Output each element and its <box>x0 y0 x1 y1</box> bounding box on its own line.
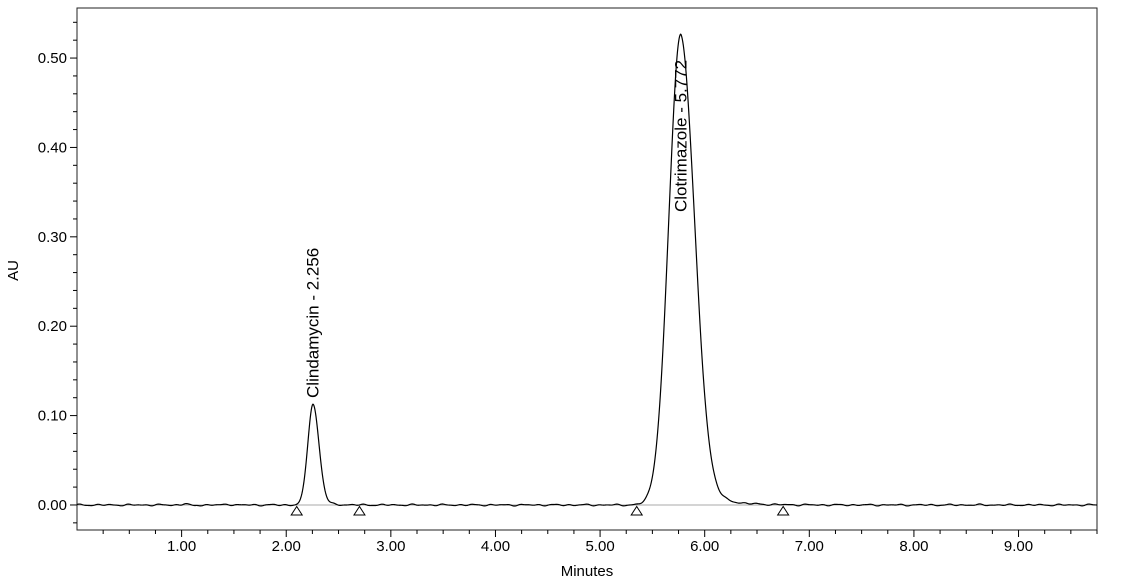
x-tick-label: 7.00 <box>795 538 824 555</box>
peak-label: Clindamycin - 2.256 <box>304 248 323 398</box>
integration-marker-icon <box>290 505 304 516</box>
x-tick-label: 4.00 <box>481 538 510 555</box>
x-tick-label: 9.00 <box>1004 538 1033 555</box>
y-tick-label: 0.20 <box>38 318 67 335</box>
y-tick-label: 0.10 <box>38 408 67 425</box>
x-tick-label: 2.00 <box>272 538 301 555</box>
y-tick-label: 0.30 <box>38 229 67 246</box>
x-tick-label: 6.00 <box>690 538 719 555</box>
chromatogram-trace <box>76 33 1098 507</box>
x-tick-label: 8.00 <box>899 538 928 555</box>
y-tick-label: 0.00 <box>38 497 67 514</box>
y-tick-label: 0.40 <box>38 139 67 156</box>
peak-label: Clotrimazole - 5.772 <box>671 60 690 212</box>
integration-marker-icon <box>630 505 644 516</box>
integration-marker-icon <box>776 505 790 516</box>
y-axis-title: AU <box>4 260 22 281</box>
integration-marker-icon <box>353 505 366 516</box>
x-axis-title: Minutes <box>560 563 614 580</box>
x-tick-label: 3.00 <box>376 538 405 555</box>
y-tick-label: 0.50 <box>38 50 67 67</box>
x-tick-label: 5.00 <box>585 538 614 555</box>
plot-frame <box>76 7 1098 531</box>
x-tick-label: 1.00 <box>167 538 196 555</box>
